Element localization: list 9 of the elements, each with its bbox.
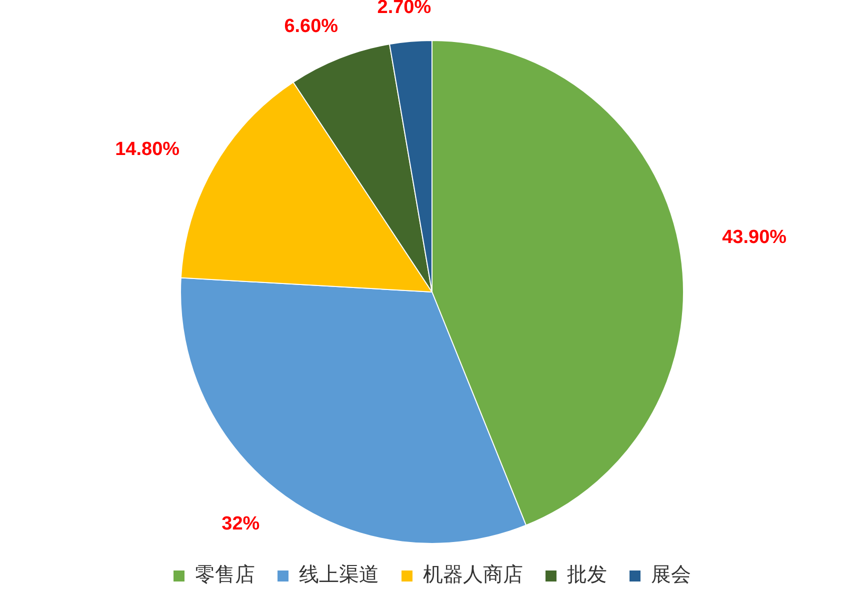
data-label: 43.90% bbox=[722, 226, 787, 248]
legend-label: 机器人商店 bbox=[423, 562, 523, 586]
legend-label: 零售店 bbox=[195, 562, 255, 586]
data-label: 14.80% bbox=[115, 139, 180, 160]
legend-label: 批发 bbox=[567, 562, 607, 586]
legend-label: 展会 bbox=[651, 562, 691, 586]
data-label: 6.60% bbox=[284, 16, 338, 37]
data-label: 32% bbox=[222, 513, 260, 534]
legend-label: 线上渠道 bbox=[299, 562, 379, 586]
